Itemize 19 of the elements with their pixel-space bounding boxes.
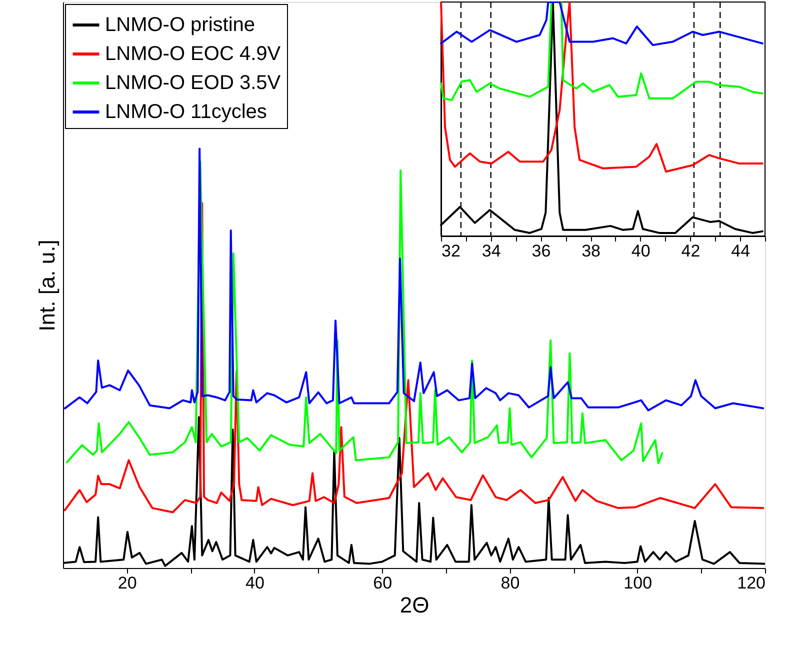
x-tick-label: 40 bbox=[631, 242, 650, 260]
legend-label: LNMO-O pristine bbox=[105, 14, 256, 36]
x-tick-label: 34 bbox=[482, 242, 501, 260]
x-tick-label: 32 bbox=[442, 242, 460, 260]
x-tick-label: 44 bbox=[731, 242, 750, 260]
x-tick-label: 36 bbox=[532, 242, 551, 260]
x-tick-label: 42 bbox=[681, 242, 700, 260]
legend-label: LNMO-O 11cycles bbox=[105, 101, 267, 123]
legend-label: LNMO-O EOD 3.5V bbox=[105, 72, 282, 94]
x-tick-label: 60 bbox=[373, 574, 392, 592]
x-tick-label: 38 bbox=[582, 242, 600, 260]
x-tick-label: 80 bbox=[500, 574, 520, 592]
x-tick-label: 40 bbox=[245, 574, 264, 592]
x-tick-label: 120 bbox=[737, 574, 766, 592]
x-tick-label: 100 bbox=[624, 574, 652, 592]
x-axis-title: 2Θ bbox=[400, 592, 430, 618]
legend-label: LNMO-O EOC 4.9V bbox=[105, 43, 282, 65]
x-tick-label: 20 bbox=[118, 574, 137, 592]
y-axis-title: Int. [a. u.] bbox=[34, 240, 60, 332]
